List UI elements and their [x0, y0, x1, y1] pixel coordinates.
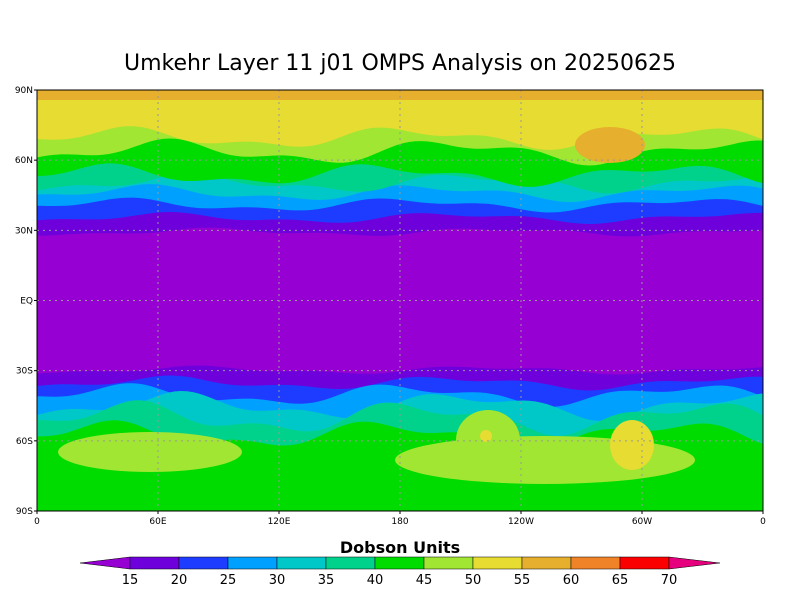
lon-label: 0 — [760, 517, 766, 527]
lon-label: 60W — [632, 517, 652, 527]
band — [610, 420, 654, 470]
colorbar-label: 45 — [416, 573, 433, 588]
lon-label: 180 — [391, 517, 408, 527]
colorbar-label: 70 — [661, 573, 678, 588]
colorbar-label: 40 — [367, 573, 384, 588]
colorbar-segment — [325, 556, 376, 570]
colorbar-end — [79, 556, 131, 570]
map-frame — [36, 89, 764, 512]
colorbar-segment — [472, 556, 523, 570]
lat-label: 60S — [16, 437, 33, 447]
lon-label: 0 — [34, 517, 40, 527]
colorbar-segment — [374, 556, 425, 570]
colorbar-segment — [619, 556, 670, 570]
colorbar-segment — [178, 556, 229, 570]
colorbar-label: 20 — [171, 573, 188, 588]
lat-label: 60N — [15, 156, 33, 166]
lat-label: 30S — [16, 367, 33, 377]
colorbar-end — [668, 556, 721, 570]
lat-label: 90N — [15, 86, 33, 96]
lat-label: 90S — [16, 507, 33, 517]
lon-label: 120E — [268, 517, 291, 527]
colorbar-label: 55 — [514, 573, 531, 588]
band — [37, 90, 763, 100]
colorbar-title: Dobson Units — [340, 538, 460, 557]
colorbar: 15 20 25 30 35 40 45 50 55 60 65 70 — [79, 556, 721, 588]
colorbar-label: 50 — [465, 573, 482, 588]
colorbar-label: 35 — [318, 573, 335, 588]
colorbar-segment — [227, 556, 278, 570]
band — [58, 432, 242, 472]
title: Umkehr Layer 11 j01 OMPS Analysis on 202… — [124, 51, 676, 76]
colorbar-label: 30 — [269, 573, 286, 588]
colorbar-segment — [276, 556, 327, 570]
colorbar-label: 60 — [563, 573, 580, 588]
colorbar-segment — [423, 556, 474, 570]
lat-label: EQ — [20, 297, 33, 307]
lon-label: 60E — [149, 517, 166, 527]
band — [480, 430, 492, 442]
lat-label: 30N — [15, 226, 33, 236]
colorbar-segment — [570, 556, 621, 570]
colorbar-segment — [129, 556, 180, 570]
colorbar-label: 15 — [122, 573, 139, 588]
colorbar-label: 25 — [220, 573, 237, 588]
colorbar-label: 65 — [612, 573, 629, 588]
lon-label: 120W — [508, 517, 534, 527]
band — [575, 127, 645, 163]
colorbar-segment — [521, 556, 572, 570]
map-area — [37, 90, 763, 511]
